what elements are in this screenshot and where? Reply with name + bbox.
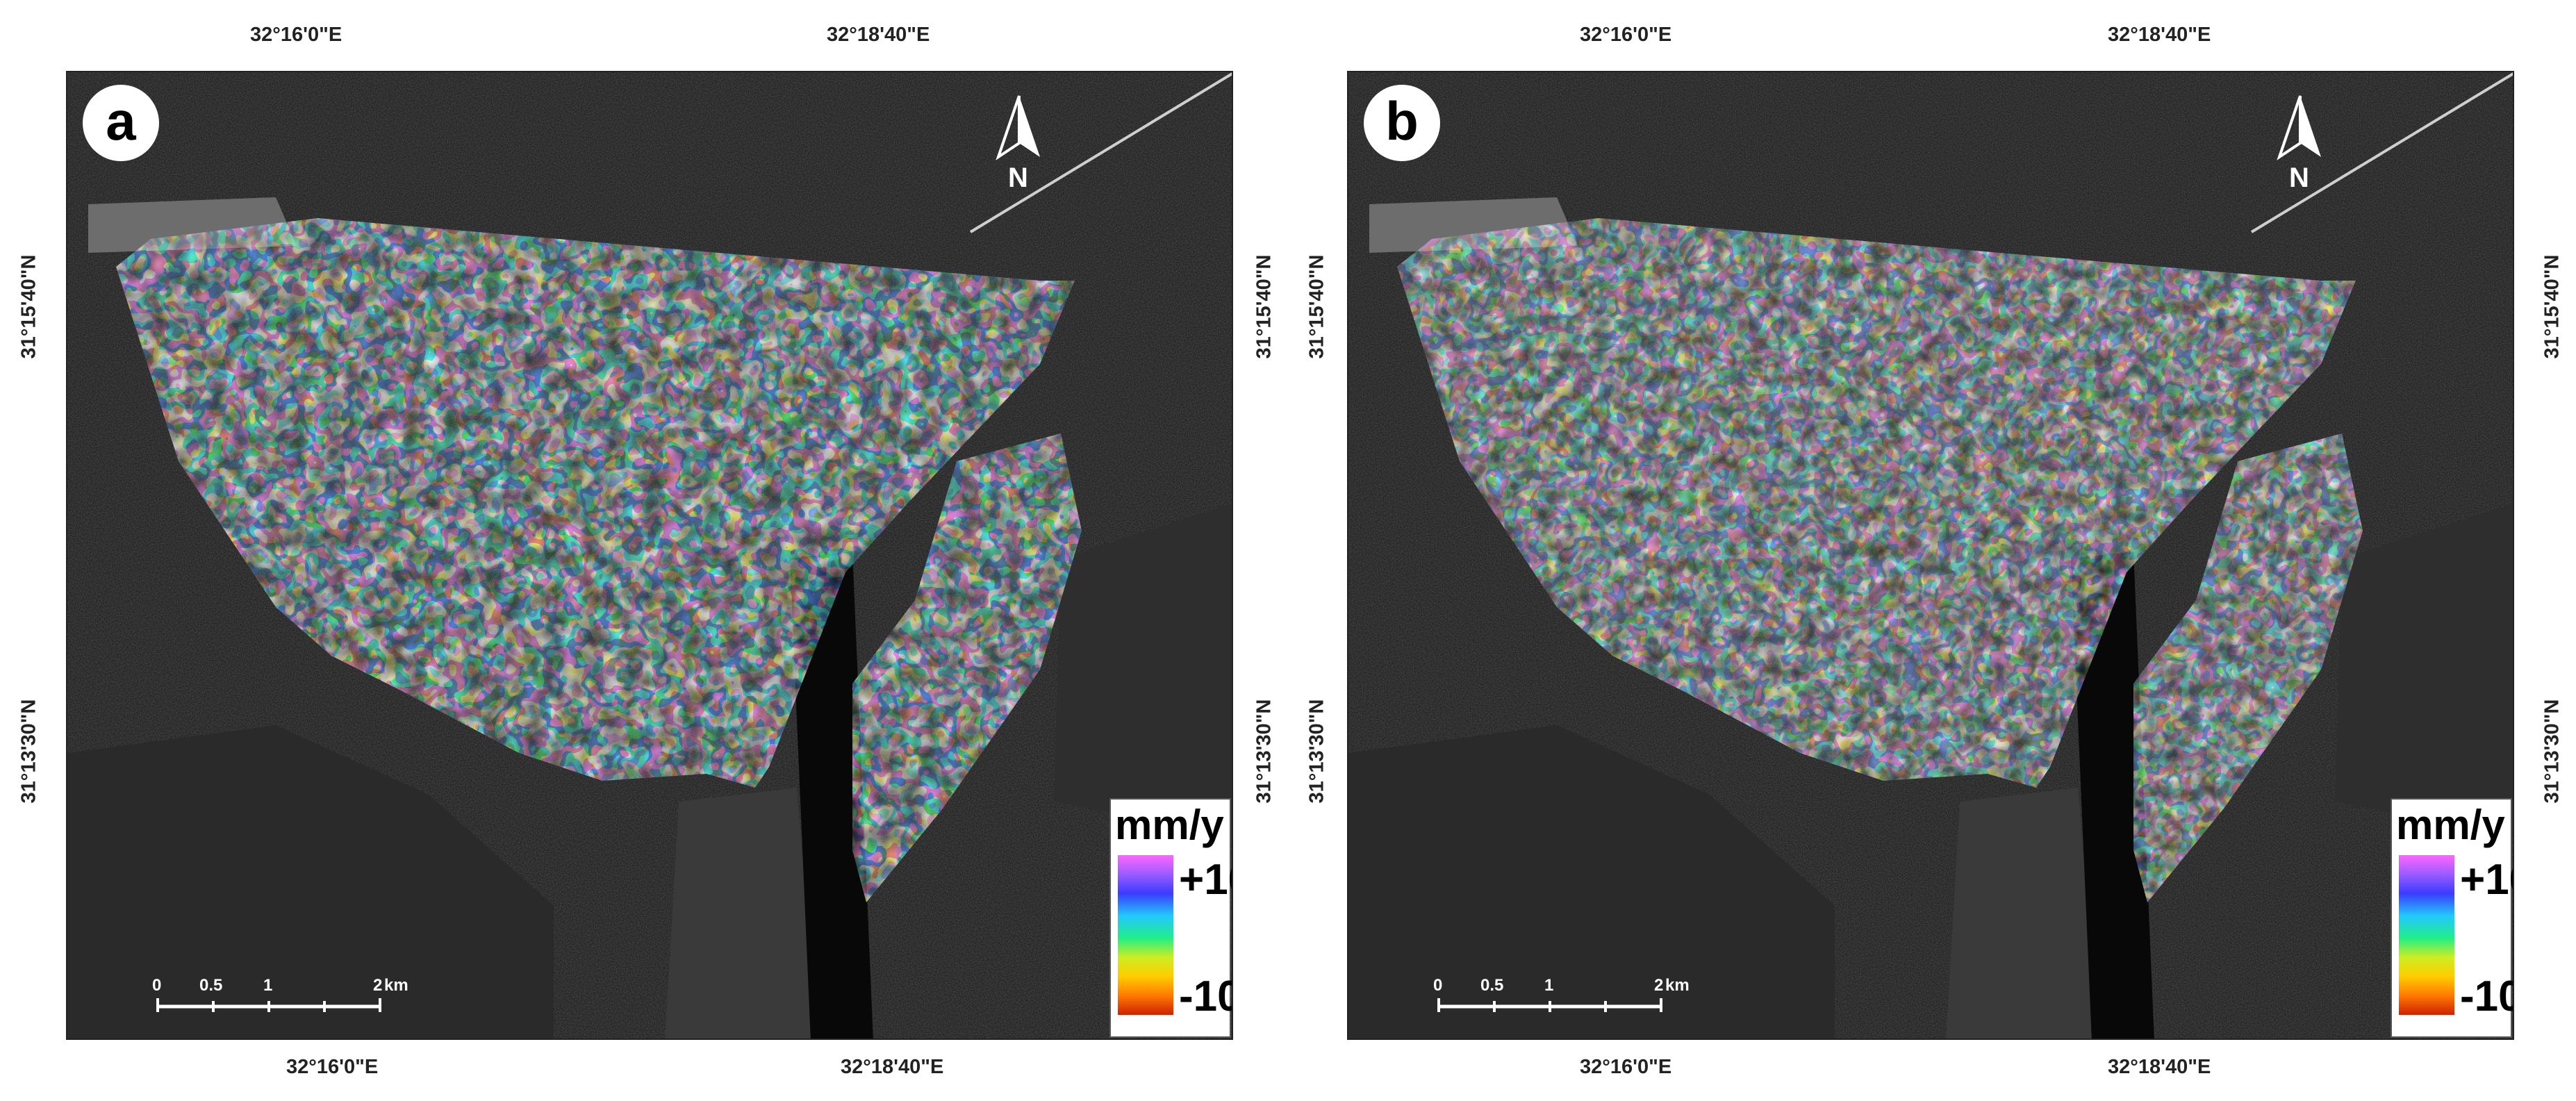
sar-velocity-map: b N mm/y +10 -10 0 0.5 — [1347, 71, 2514, 1040]
north-label: N — [1008, 163, 1028, 193]
bottom-coord-1: 32°16'0"E — [1580, 1056, 1672, 1078]
legend-min: -10 — [2460, 972, 2513, 1020]
panel-label: b — [1364, 85, 1440, 161]
top-coord-1: 32°16'0"E — [1580, 24, 1672, 46]
legend-color-bar — [2399, 855, 2454, 1015]
legend-max: +10 — [2460, 856, 2513, 904]
top-coord-2: 32°18'40"E — [827, 24, 930, 46]
scale-bar: 0 0.5 1 2 km — [1390, 972, 1690, 1020]
map-graphic — [67, 72, 1232, 1038]
scale-label-0-5: 0.5 — [199, 976, 223, 995]
north-arrow-icon — [2277, 95, 2321, 160]
bottom-coord-2: 32°18'40"E — [841, 1056, 944, 1078]
top-coord-2: 32°18'40"E — [2108, 24, 2211, 46]
velocity-legend: mm/y +10 -10 — [2391, 798, 2513, 1038]
scale-label-0: 0 — [1433, 976, 1443, 995]
scale-label-1: 1 — [1544, 976, 1554, 995]
legend-min: -10 — [1179, 972, 1232, 1020]
left-coord-2: 31°13'30"N — [17, 699, 40, 804]
scale-label-2: 2 — [373, 976, 383, 995]
north-arrow: N — [991, 93, 1047, 193]
top-coord-1: 32°16'0"E — [250, 24, 342, 46]
scale-bar: 0 0.5 1 2 km — [109, 972, 408, 1020]
bottom-coord-1: 32°16'0"E — [286, 1056, 379, 1078]
left-coord-1: 31°15'40"N — [17, 254, 40, 359]
right-coord-2: 31°13'30"N — [2541, 699, 2563, 804]
scale-label-1: 1 — [263, 976, 273, 995]
velocity-legend: mm/y +10 -10 — [1109, 798, 1232, 1038]
scale-unit: km — [1665, 976, 1690, 995]
north-arrow-icon — [996, 95, 1040, 160]
map-graphic — [1348, 72, 2513, 1038]
scale-unit: km — [384, 976, 408, 995]
panel-label: a — [83, 85, 159, 161]
legend-color-bar — [1118, 855, 1173, 1015]
bottom-coord-2: 32°18'40"E — [2108, 1056, 2211, 1078]
north-arrow: N — [2272, 93, 2328, 193]
panel-b: 32°16'0"E 32°18'40"E 32°16'0"E 32°18'40"… — [1288, 0, 2576, 1101]
legend-unit: mm/y — [2396, 802, 2505, 848]
right-coord-1: 31°15'40"N — [2541, 254, 2563, 359]
legend-max: +10 — [1179, 856, 1232, 904]
legend-unit: mm/y — [1115, 802, 1224, 848]
left-coord-2: 31°13'30"N — [1305, 699, 1328, 804]
left-coord-1: 31°15'40"N — [1305, 254, 1328, 359]
north-label: N — [2289, 163, 2309, 193]
panel-a: 32°16'0"E 32°18'40"E 32°16'0"E 32°18'40"… — [17, 24, 1275, 1078]
scale-bar-line — [1437, 998, 1662, 1012]
scale-label-0-5: 0.5 — [1480, 976, 1504, 995]
right-coord-2: 31°13'30"N — [1253, 699, 1275, 804]
right-coord-1: 31°15'40"N — [1253, 254, 1275, 359]
scale-bar-line — [156, 998, 381, 1012]
scale-label-2: 2 — [1654, 976, 1664, 995]
sar-velocity-map: a N mm/y +10 -10 0 0.5 — [66, 71, 1233, 1040]
scale-label-0: 0 — [152, 976, 162, 995]
